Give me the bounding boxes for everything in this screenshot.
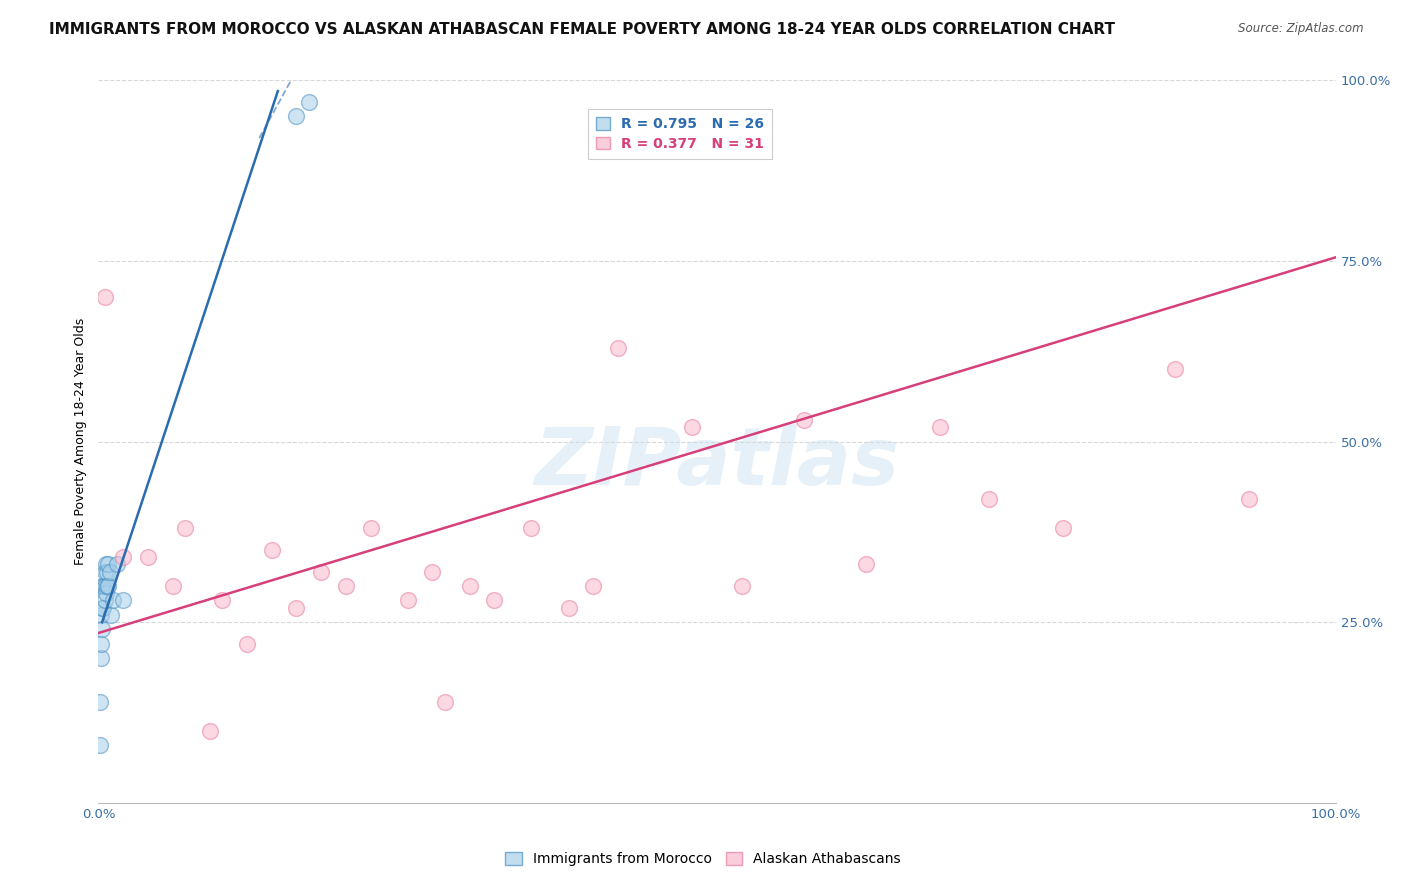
Point (520, 521, 543, 535)
Point (855, 558, 877, 572)
Point (1052, 521, 1074, 535)
Point (198, 723, 221, 738)
Point (928, 420, 950, 434)
Point (93, 579, 115, 593)
Point (100, 607, 122, 622)
Text: ZIPatlas: ZIPatlas (534, 425, 900, 502)
Point (681, 420, 703, 434)
Point (94, 558, 117, 572)
Point (422, 565, 444, 579)
Legend: R = 0.795   N = 26, R = 0.377   N = 31: R = 0.795 N = 26, R = 0.377 N = 31 (588, 109, 772, 159)
Point (1164, 362, 1187, 376)
Point (91, 623, 114, 637)
Point (91, 579, 114, 593)
Point (396, 593, 419, 607)
Point (96, 565, 118, 579)
Point (298, 95, 321, 109)
Point (96, 579, 118, 593)
Text: Source: ZipAtlas.com: Source: ZipAtlas.com (1239, 22, 1364, 36)
Point (360, 521, 382, 535)
Point (93, 593, 115, 607)
Point (91, 600, 114, 615)
Point (285, 600, 308, 615)
Point (90, 637, 112, 651)
Point (112, 593, 135, 607)
Point (93, 565, 115, 579)
Point (93, 600, 115, 615)
Legend: Immigrants from Morocco, Alaskan Athabascans: Immigrants from Morocco, Alaskan Athabas… (499, 847, 907, 871)
Text: IMMIGRANTS FROM MOROCCO VS ALASKAN ATHABASCAN FEMALE POVERTY AMONG 18-24 YEAR OL: IMMIGRANTS FROM MOROCCO VS ALASKAN ATHAB… (49, 22, 1115, 37)
Point (136, 550, 159, 565)
Point (458, 579, 481, 593)
Point (89, 738, 111, 752)
Point (793, 413, 815, 427)
Point (285, 110, 308, 124)
Point (162, 579, 184, 593)
Point (97, 558, 120, 572)
Point (557, 600, 579, 615)
Point (607, 341, 630, 355)
Point (97, 579, 120, 593)
Point (90, 607, 112, 622)
Point (211, 593, 233, 607)
Point (98, 565, 121, 579)
Point (94, 586, 117, 600)
Point (484, 593, 506, 607)
Point (174, 521, 197, 535)
Point (103, 593, 125, 607)
Point (260, 542, 283, 557)
Y-axis label: Female Poverty Among 18-24 Year Olds: Female Poverty Among 18-24 Year Olds (75, 318, 87, 566)
Point (93, 579, 115, 593)
Point (582, 579, 605, 593)
Point (112, 550, 135, 565)
Point (731, 579, 754, 593)
Point (236, 637, 259, 651)
Point (105, 558, 128, 572)
Point (335, 579, 357, 593)
Point (979, 492, 1001, 507)
Point (433, 695, 456, 709)
Point (309, 565, 332, 579)
Point (1237, 492, 1260, 507)
Point (90, 651, 112, 665)
Point (93, 290, 115, 304)
Point (89, 695, 111, 709)
